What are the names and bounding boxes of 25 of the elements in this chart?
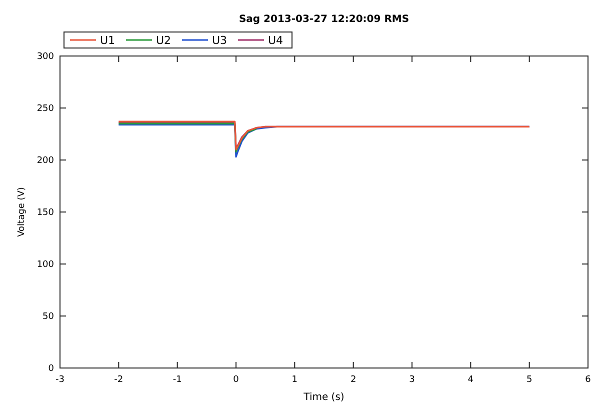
y-axis-title: Voltage (V) (17, 187, 27, 237)
legend-label: U1 (100, 34, 116, 47)
x-tick-label: 1 (292, 375, 298, 385)
x-tick-label: 6 (585, 375, 592, 385)
x-tick-label: 0 (233, 375, 240, 385)
x-tick-label: -1 (172, 375, 182, 385)
x-tick-label: -3 (56, 375, 64, 385)
x-tick-label: 5 (526, 375, 532, 385)
y-tick-label: 150 (36, 208, 54, 218)
legend-label: U3 (212, 34, 228, 47)
x-axis-title: Time (s) (302, 392, 344, 403)
x-tick-label: 2 (350, 375, 356, 385)
x-tick-label: -2 (114, 375, 124, 385)
x-tick-label: 4 (468, 375, 474, 385)
y-tick-label: 50 (42, 312, 54, 322)
legend-label: U2 (156, 34, 172, 47)
y-tick-label: 100 (36, 260, 54, 270)
y-tick-label: 200 (36, 156, 54, 166)
x-tick-label: 3 (409, 375, 415, 385)
y-tick-label: 250 (36, 104, 54, 114)
y-tick-label: 0 (48, 364, 54, 374)
y-tick-label: 300 (36, 52, 54, 62)
legend-label: U4 (268, 34, 284, 47)
line-series (118, 122, 258, 152)
chart-title: Sag 2013-03-27 12:20:09 RMS (238, 14, 410, 25)
